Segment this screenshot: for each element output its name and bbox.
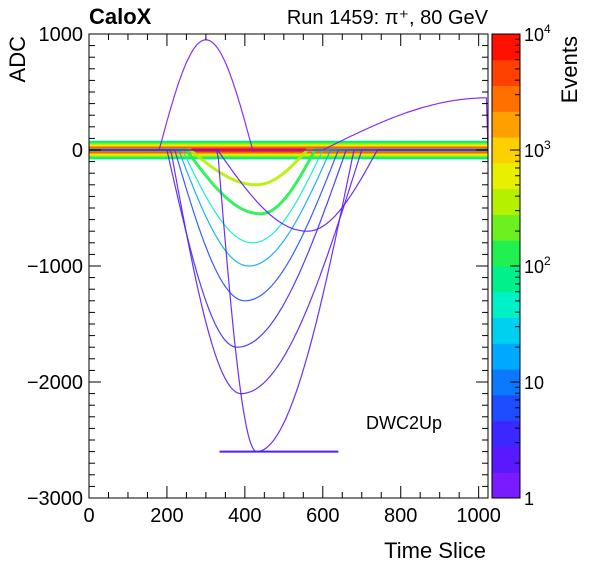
x-axis-label: Time Slice (384, 538, 486, 563)
color-scale-step (492, 214, 520, 241)
color-scale-bar: 1 10 102 103 104 (491, 22, 551, 509)
x-tick-label: 0 (83, 505, 94, 527)
y-axis-label: ADC (5, 36, 30, 83)
x-axis: 0 200 400 600 800 1000 (83, 34, 501, 527)
pulse-track (89, 149, 488, 395)
color-scale-step (492, 291, 520, 319)
z-tick-label: 10 (524, 373, 544, 393)
pulse-track (89, 39, 488, 151)
annotation-label: DWC2Up (366, 413, 442, 433)
x-tick-label: 800 (384, 505, 417, 527)
color-scale-step (492, 34, 520, 61)
z-axis-label: Events (557, 36, 582, 103)
color-scale-step (492, 240, 520, 267)
color-scale-step (492, 317, 520, 344)
pulse-track (89, 149, 488, 302)
x-tick-label: 200 (150, 505, 183, 527)
z-tick-label: 1 (524, 489, 534, 509)
z-tick-label: 104 (524, 22, 551, 45)
plot-area (89, 39, 488, 453)
color-scale-step (492, 85, 520, 112)
chart-title: Run 1459: π⁺, 80 GeV (287, 7, 489, 29)
color-scale-step (492, 446, 520, 473)
color-scale-step (492, 343, 520, 370)
y-axis: −3000 −2000 −1000 0 1000 (27, 24, 488, 510)
color-scale-step (492, 266, 520, 293)
z-tick-label: 103 (524, 138, 551, 161)
color-scale-step (492, 472, 520, 499)
color-scale-step (492, 111, 520, 138)
x-tick-label: 600 (306, 505, 339, 527)
x-tick-label: 400 (228, 505, 261, 527)
pulse-track (89, 148, 488, 216)
y-tick-label: −3000 (27, 488, 83, 510)
y-tick-label: 0 (72, 140, 83, 162)
brand-label: CaloX (89, 4, 152, 29)
z-tick-label: 102 (524, 254, 551, 277)
x-tick-label: 1000 (456, 505, 501, 527)
y-tick-label: −1000 (27, 256, 83, 278)
y-tick-label: −2000 (27, 372, 83, 394)
color-scale-step (492, 59, 520, 87)
pulse-track (89, 149, 488, 232)
pulse-track (89, 149, 488, 348)
y-tick-label: 1000 (39, 24, 84, 46)
